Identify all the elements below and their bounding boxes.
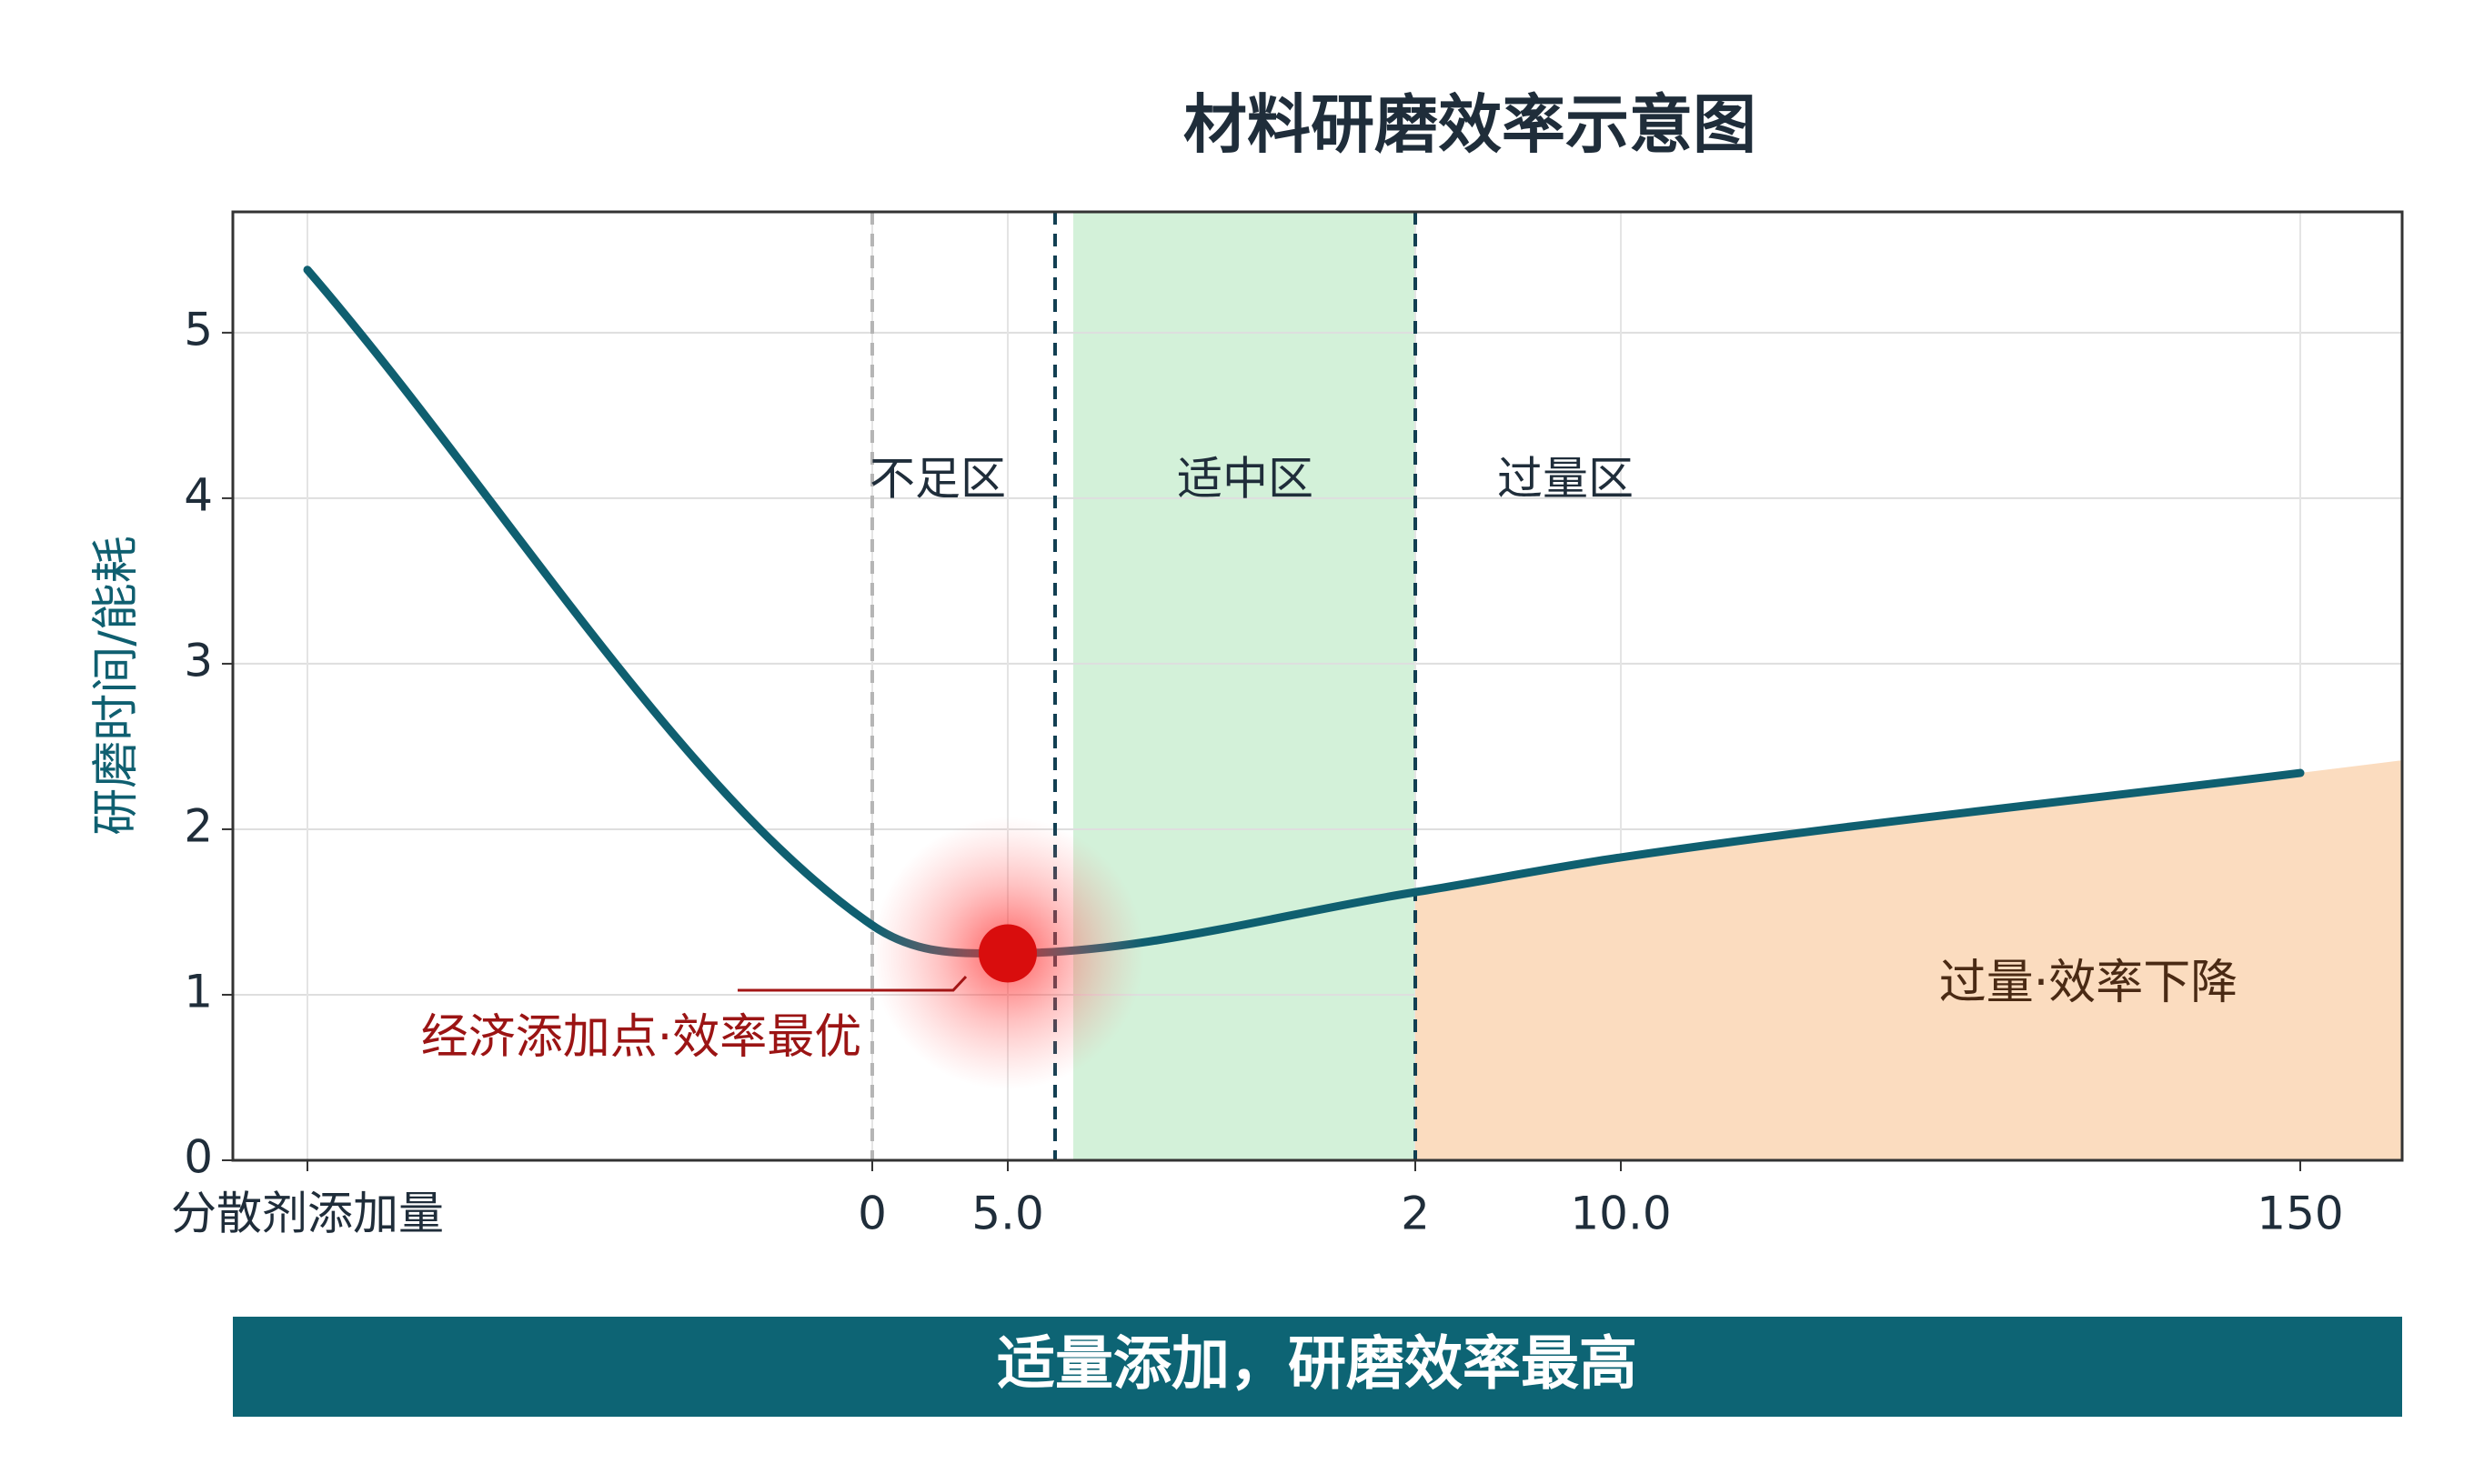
annotation: 经济添加点·效率最优 xyxy=(421,1010,862,1065)
y-tick-label: 5 xyxy=(184,303,213,356)
y-axis-label: 研磨时间/能耗 xyxy=(89,536,144,836)
annotation: 过量·效率下降 xyxy=(1939,956,2238,1010)
zone-label: 适中区 xyxy=(1177,453,1313,506)
optimum-point xyxy=(979,924,1037,983)
zone-label: 不足区 xyxy=(870,453,1006,506)
x-tick-label: 0 xyxy=(858,1188,887,1240)
y-tick-label: 1 xyxy=(184,965,213,1018)
x-tick-label: 10.0 xyxy=(1570,1188,1671,1240)
x-tick-label: 2 xyxy=(1401,1188,1430,1240)
annotation-line xyxy=(738,975,968,992)
excess-zone xyxy=(1415,760,2402,1160)
y-tick-label: 2 xyxy=(184,799,213,852)
x-tick-label: 150 xyxy=(2257,1188,2343,1240)
plot-frame xyxy=(231,210,2404,1162)
y-tick-label: 3 xyxy=(184,634,213,687)
x-tick-label: 5.0 xyxy=(971,1188,1044,1240)
x-tick-label: 分散剂添加量 xyxy=(171,1188,444,1240)
banner-text: 适量添加，研磨效率最高 xyxy=(997,1331,1637,1399)
y-tick-label: 4 xyxy=(184,468,213,521)
chart-title: 材料研磨效率示意图 xyxy=(1183,87,1756,162)
y-tick-label: 0 xyxy=(184,1131,213,1184)
banner xyxy=(233,1317,2402,1417)
line-series xyxy=(303,266,2305,958)
zone-label: 过量区 xyxy=(1497,453,1634,506)
